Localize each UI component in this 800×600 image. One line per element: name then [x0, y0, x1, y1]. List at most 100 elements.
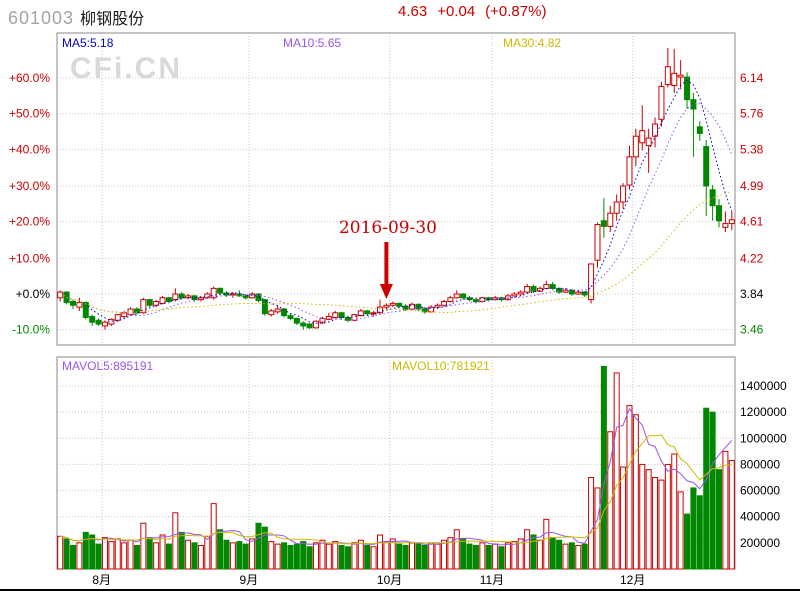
volume-bar-up [325, 543, 332, 570]
volume-bar-down [63, 538, 70, 570]
volume-bar-down [709, 411, 716, 570]
price-axis-tick: 3.46 [740, 323, 764, 337]
volume-bar-down [223, 539, 230, 570]
volume-bar-down [146, 537, 153, 570]
percent-axis-tick: +50.0% [9, 107, 50, 121]
candle-down [530, 285, 537, 292]
candle-up [562, 289, 569, 293]
candle-up [440, 301, 447, 306]
candle-up [664, 66, 671, 86]
candle-down [364, 310, 371, 315]
volume-bar-up [332, 541, 339, 570]
candle-up [728, 219, 735, 225]
ma30-label: MA30:4.82 [503, 36, 562, 50]
volume-bar-up [76, 542, 83, 570]
volume-bar-up [140, 522, 147, 570]
ma30-line [59, 190, 732, 314]
candle-down [690, 99, 697, 110]
candle-up [159, 297, 166, 304]
candle-down [600, 220, 607, 227]
candle-up [613, 201, 620, 214]
month-label: 10月 [377, 573, 402, 587]
candle-down [684, 76, 691, 101]
volume-bar-down [696, 495, 703, 570]
candle-down [95, 319, 102, 325]
candle-down [133, 308, 140, 314]
volume-bar-up [383, 541, 390, 570]
volume-bar-down [364, 544, 371, 570]
candle-up [351, 314, 358, 321]
volume-bar-down [716, 469, 723, 570]
volume-bar-up [677, 491, 684, 570]
volume-bar-up [543, 518, 550, 570]
candle-down [421, 308, 428, 313]
watermark-logo: CFi.CN [70, 52, 182, 85]
candle-up [114, 314, 121, 321]
stock-code: 601003 [8, 8, 75, 28]
candle-down [281, 308, 288, 317]
mavol5-line [60, 407, 733, 546]
candle-up [389, 302, 396, 306]
candle-down [287, 315, 294, 319]
volume-bar-down [690, 487, 697, 570]
candle-down [703, 146, 710, 187]
candle-down [568, 289, 575, 295]
volume-bar-up [658, 479, 665, 570]
volume-bar-down [82, 531, 89, 570]
volume-bar-up [204, 535, 211, 570]
volume-bar-down [95, 543, 102, 570]
candle-down [709, 189, 716, 207]
percent-axis-tick: +0.0% [16, 287, 51, 301]
volume-bar-down [498, 546, 505, 570]
candle-up [722, 223, 729, 228]
candle-down [261, 299, 268, 315]
candle-up [453, 293, 460, 299]
ma10-label: MA10:5.65 [283, 36, 342, 50]
volume-bar-up [159, 534, 166, 570]
volume-bar-down [287, 544, 294, 570]
volume-bar-up [197, 544, 204, 570]
volume-axis-tick: 1200000 [740, 405, 787, 419]
candle-up [517, 291, 524, 295]
volume-bar-up [440, 539, 447, 570]
candle-down [146, 299, 153, 306]
candle-up [645, 137, 652, 147]
month-label: 9月 [240, 573, 259, 587]
volume-bar-up [728, 460, 735, 570]
price-axis-tick: 4.61 [740, 215, 764, 229]
candle-up [447, 297, 454, 303]
candle-up [325, 316, 332, 320]
volume-axis-tick: 1400000 [740, 379, 787, 393]
candle-down [716, 205, 723, 222]
candle-down [178, 293, 185, 299]
volume-bar-down [460, 538, 467, 570]
volume-bar-down [133, 544, 140, 570]
mavol10-label: MAVOL10:781921 [392, 359, 490, 373]
volume-bar-down [485, 544, 492, 570]
price-axis-tick: 4.22 [740, 251, 764, 265]
candle-down [338, 312, 345, 318]
volume-bar-up [377, 534, 384, 570]
candle-down [549, 284, 556, 289]
volume-bar-up [57, 535, 64, 570]
volume-bar-down [581, 543, 588, 570]
volume-bar-up [620, 466, 627, 570]
volume-bar-down [69, 544, 76, 570]
candle-up [383, 304, 390, 308]
volume-bar-down [255, 522, 262, 570]
candle-down [460, 293, 467, 299]
candle-up [108, 318, 115, 325]
percent-axis-tick: +30.0% [9, 179, 50, 193]
ma5-line [59, 79, 733, 324]
candle-down [300, 322, 307, 327]
volume-bar-down [300, 541, 307, 570]
volume-bar-up [108, 541, 115, 570]
volume-bar-up [101, 537, 108, 570]
mavol10-line [60, 434, 732, 545]
volume-bar-up [536, 539, 543, 570]
candle-down [306, 323, 313, 329]
candle-down [82, 301, 89, 318]
candle-down [69, 301, 76, 306]
volume-bar-up [408, 542, 415, 570]
